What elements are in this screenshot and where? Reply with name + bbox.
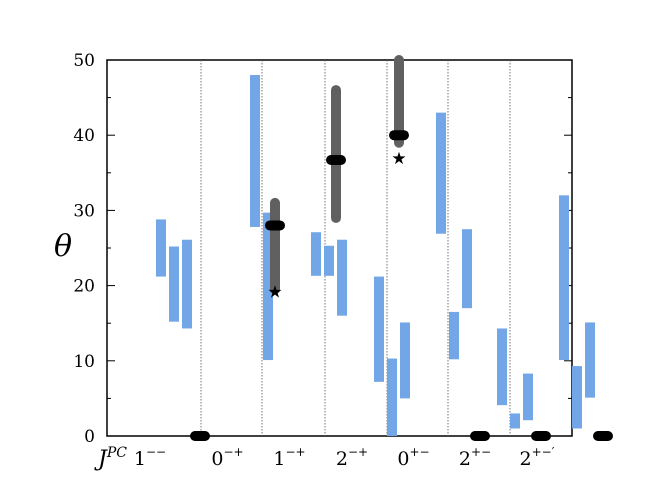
y-tick-label: 10 (73, 352, 95, 372)
lattice-range-bar (585, 322, 595, 398)
lattice-range-bar (156, 219, 166, 277)
y-tick-label: 20 (73, 277, 95, 297)
lattice-range-bar (462, 229, 472, 309)
lattice-range-bar (436, 112, 446, 234)
y-axis-label: θ (54, 229, 72, 264)
category-label-5: 2+− (459, 445, 491, 470)
y-tick-label: 50 (73, 51, 95, 71)
lattice-range-bar (572, 366, 582, 429)
category-label-4: 0+− (397, 445, 429, 470)
lattice-range-bar (182, 239, 192, 329)
star-marker: ★ (267, 283, 282, 303)
category-label-6: 2+−′ (520, 445, 555, 470)
category-label-0: 1−− (134, 445, 166, 470)
lattice-range-bar (449, 311, 459, 360)
lattice-range-bar (523, 373, 533, 421)
lattice-range-bar (387, 358, 397, 436)
lattice-range-bar (250, 75, 260, 227)
star-marker: ★ (391, 149, 406, 169)
y-tick-label: 40 (73, 126, 95, 146)
category-label-3: 2−+ (336, 445, 368, 470)
y-tick-label: 30 (73, 201, 95, 221)
lattice-range-bar (400, 322, 410, 399)
lattice-range-bar (263, 212, 273, 361)
lattice-range-bar (559, 195, 569, 361)
lattice-range-bar (169, 246, 179, 322)
y-tick-label: 0 (84, 427, 95, 447)
x-axis-label: JPC (94, 445, 127, 472)
lattice-range-bar (311, 232, 321, 276)
category-label-1: 0−+ (211, 445, 243, 470)
lattice-range-bar (324, 245, 334, 276)
lattice-range-bar (510, 413, 520, 429)
lattice-range-bar (374, 276, 384, 382)
lattice-range-bar (497, 328, 507, 406)
category-label-2: 1−+ (273, 445, 305, 470)
lattice-range-bar (337, 239, 347, 316)
